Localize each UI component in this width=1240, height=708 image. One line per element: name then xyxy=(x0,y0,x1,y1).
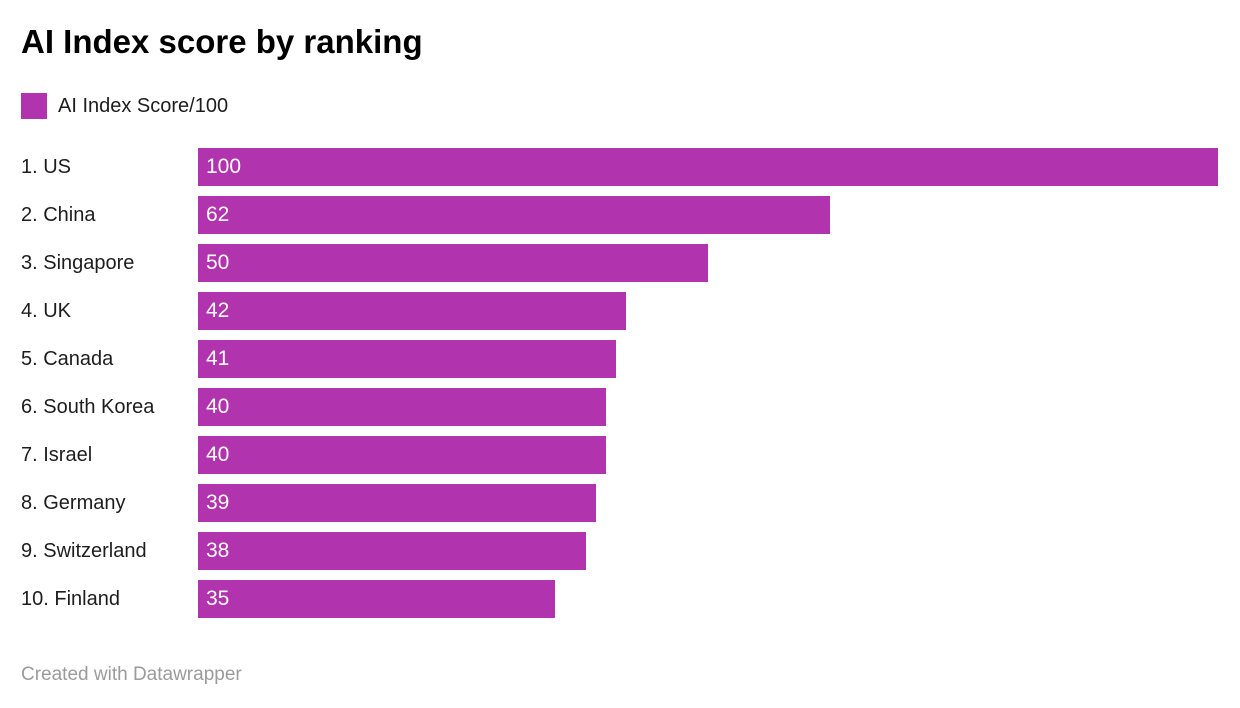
bar-track: 35 xyxy=(198,580,1218,618)
bar[interactable]: 41 xyxy=(198,340,617,378)
bar-value-label: 40 xyxy=(206,443,230,466)
bar-chart: 1. US 100 2. China 62 3. Singapore 50 4. UK 42 5… xyxy=(21,143,1218,623)
category-label: 2. China xyxy=(21,203,96,226)
category-label: 4. UK xyxy=(21,299,72,322)
chart-title: AI Index score by ranking xyxy=(21,23,423,60)
category-label: 5. Canada xyxy=(21,347,114,370)
bar-row: 8. Germany 39 xyxy=(21,479,1218,527)
bar-row: 4. UK 42 xyxy=(21,287,1218,335)
category-label: 8. Germany xyxy=(21,491,126,514)
bar-row: 6. South Korea 40 xyxy=(21,383,1218,431)
bar-row: 9. Switzerland 38 xyxy=(21,527,1218,575)
category-label: 6. South Korea xyxy=(21,395,155,418)
category-label: 9. Switzerland xyxy=(21,539,147,562)
bar[interactable]: 38 xyxy=(198,532,586,570)
bar-track: 62 xyxy=(198,196,1218,234)
bar-value-label: 42 xyxy=(206,299,230,322)
legend-color-swatch xyxy=(21,93,47,119)
bar[interactable]: 42 xyxy=(198,292,627,330)
bar-value-label: 41 xyxy=(206,347,230,370)
bar-track: 100 xyxy=(198,148,1218,186)
bar-value-label: 40 xyxy=(206,395,230,418)
bar-row: 2. China 62 xyxy=(21,191,1218,239)
category-label: 7. Israel xyxy=(21,443,93,466)
bar[interactable]: 62 xyxy=(198,196,831,234)
bar[interactable]: 100 xyxy=(198,148,1218,186)
category-label: 1. US xyxy=(21,155,72,178)
category-label: 10. Finland xyxy=(21,587,120,610)
bar[interactable]: 39 xyxy=(198,484,596,522)
legend: AI Index Score/100 xyxy=(21,93,1218,119)
bar-value-label: 39 xyxy=(206,491,230,514)
bar-value-label: 100 xyxy=(206,155,242,178)
bar[interactable]: 50 xyxy=(198,244,708,282)
bar-value-label: 38 xyxy=(206,539,230,562)
bar-row: 1. US 100 xyxy=(21,143,1218,191)
bar[interactable]: 40 xyxy=(198,388,606,426)
bar-track: 40 xyxy=(198,436,1218,474)
category-label: 3. Singapore xyxy=(21,251,135,274)
legend-label: AI Index Score/100 xyxy=(58,94,229,117)
bar-track: 39 xyxy=(198,484,1218,522)
bar-track: 41 xyxy=(198,340,1218,378)
bar-row: 7. Israel 40 xyxy=(21,431,1218,479)
bar[interactable]: 35 xyxy=(198,580,555,618)
bar-value-label: 35 xyxy=(206,587,230,610)
bar-row: 10. Finland 35 xyxy=(21,575,1218,623)
bar[interactable]: 40 xyxy=(198,436,606,474)
bar-row: 3. Singapore 50 xyxy=(21,239,1218,287)
bar-row: 5. Canada 41 xyxy=(21,335,1218,383)
bar-track: 42 xyxy=(198,292,1218,330)
bar-value-label: 50 xyxy=(206,251,230,274)
bar-track: 38 xyxy=(198,532,1218,570)
bar-value-label: 62 xyxy=(206,203,230,226)
attribution-text: Created with Datawrapper xyxy=(21,664,242,685)
bar-track: 40 xyxy=(198,388,1218,426)
bar-track: 50 xyxy=(198,244,1218,282)
